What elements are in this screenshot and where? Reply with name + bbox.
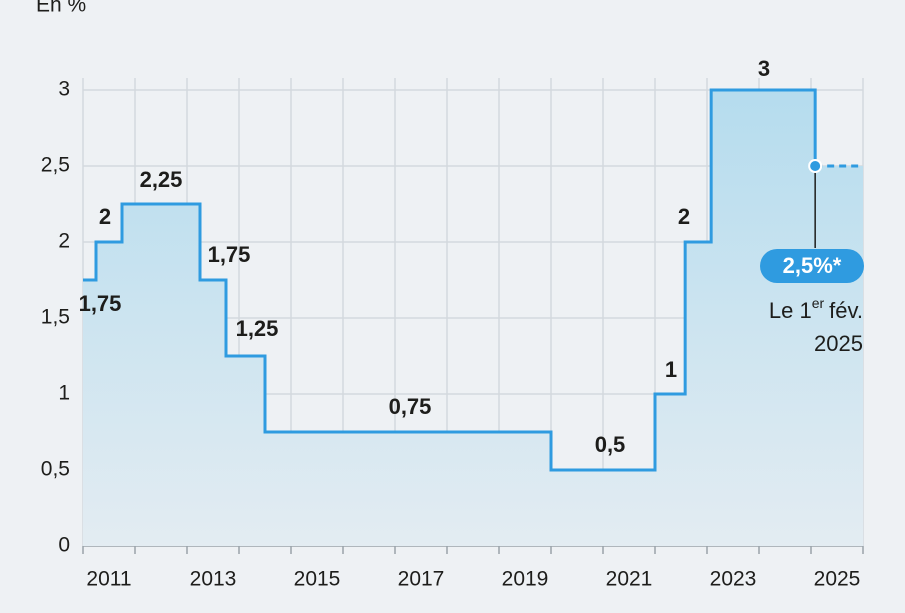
current-point [808, 159, 823, 173]
value-label: 1,25 [236, 316, 279, 341]
y-tick-label: 0,5 [41, 458, 70, 481]
note-part: fév. [829, 298, 863, 323]
labels: 0 0,5 1 1,5 2 2,5 3 2011 2013 2015 2017 2019 2021 202… [41, 56, 863, 591]
callout-pill [760, 249, 864, 283]
value-label: 1,75 [208, 242, 251, 267]
value-label: 1,75 [79, 291, 122, 316]
x-tick-label: 2019 [502, 568, 549, 591]
y-tick-label: 2,5 [41, 154, 70, 177]
note-line2: 2025 [814, 331, 863, 356]
plot [83, 88, 864, 546]
value-label: 2 [678, 204, 690, 229]
value-label: 2,25 [140, 167, 183, 192]
y-tick-label: 1,5 [41, 306, 70, 329]
y-tick-label: 0 [58, 534, 70, 557]
x-tick-label: 2021 [606, 568, 653, 591]
x-tick-label: 2023 [710, 568, 757, 591]
x-tick-label: 2025 [814, 568, 861, 591]
x-tick-label: 2015 [294, 568, 341, 591]
callout-label: 2,5%* [783, 253, 842, 278]
note-part: er [812, 295, 825, 311]
y-tick-label: 2 [58, 230, 70, 253]
value-label: 0,75 [389, 394, 432, 419]
step-line [83, 88, 817, 472]
note: Le 1er fév. [769, 295, 863, 323]
value-label: 1 [665, 357, 677, 382]
y-tick-label: 3 [58, 78, 70, 101]
x-tick-label: 2013 [190, 568, 237, 591]
y-tick-label: 1 [58, 382, 70, 405]
value-label: 3 [758, 56, 770, 81]
x-tick-label: 2011 [86, 568, 131, 591]
value-label: 0,5 [595, 432, 626, 457]
value-label: 2 [99, 204, 111, 229]
unit-label: En % [36, 0, 86, 17]
x-tick-label: 2017 [398, 568, 445, 591]
note-part: Le 1 [769, 298, 812, 323]
